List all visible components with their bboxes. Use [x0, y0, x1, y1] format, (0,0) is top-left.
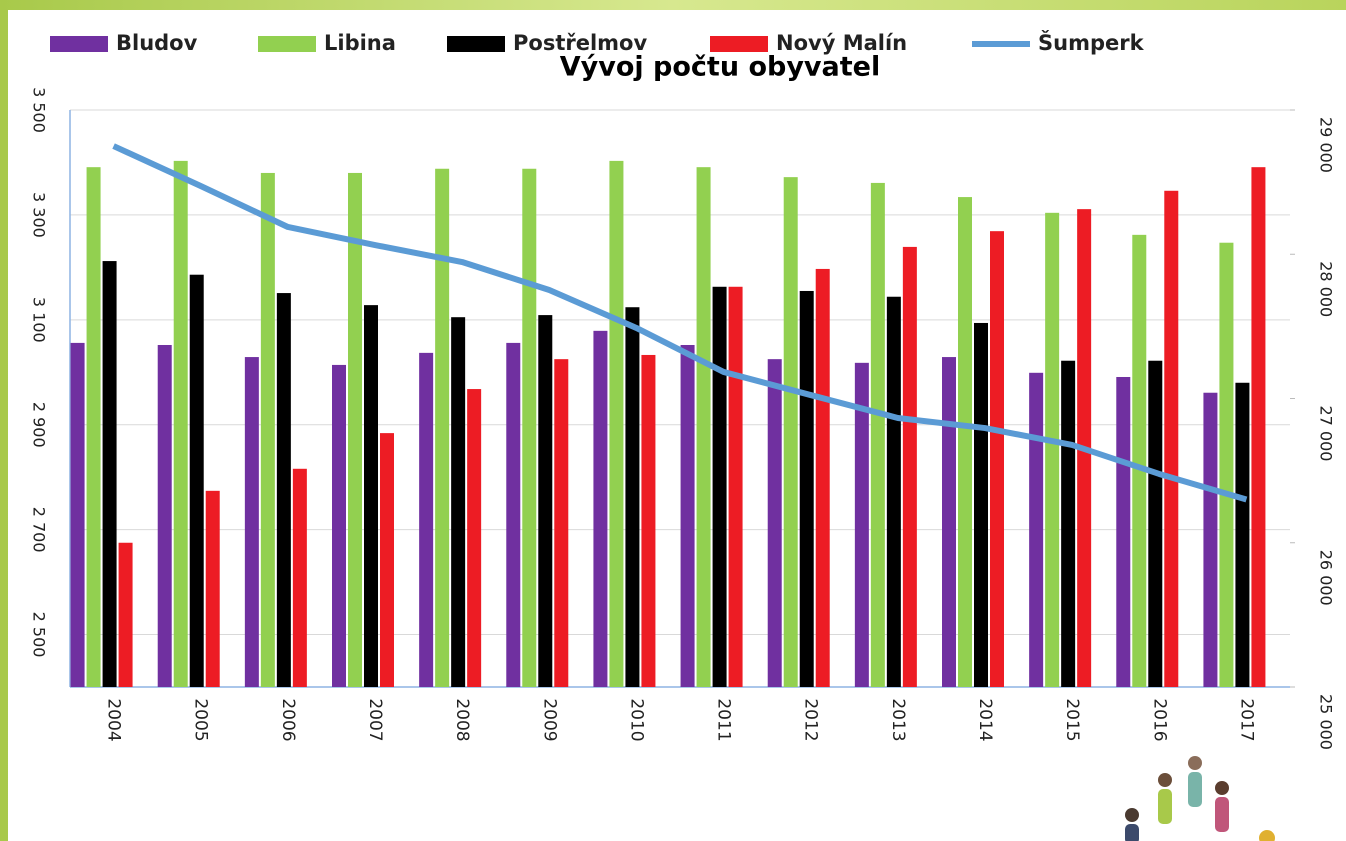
x-tick-label: 2017: [1236, 698, 1256, 741]
x-tick-label: 2009: [539, 698, 559, 741]
legend-label: Bludov: [116, 31, 198, 55]
bar: [71, 343, 85, 687]
y-tick-label: 2 500: [30, 612, 49, 658]
bar: [1045, 213, 1059, 687]
bar: [435, 169, 449, 687]
bar: [768, 359, 782, 687]
bar: [332, 365, 346, 687]
y-tick-label: 2 700: [30, 507, 49, 553]
legend-label: Postřelmov: [513, 31, 647, 55]
bar: [1235, 383, 1249, 687]
bar: [538, 315, 552, 687]
bar: [1203, 393, 1217, 687]
bar: [522, 169, 536, 687]
bar: [174, 161, 188, 687]
x-tick-label: 2005: [191, 698, 211, 741]
bar: [506, 343, 520, 687]
bar: [800, 291, 814, 687]
bar: [974, 323, 988, 687]
legend-swatch: [258, 36, 316, 52]
bar: [887, 297, 901, 687]
bar: [784, 177, 798, 687]
bar: [451, 317, 465, 687]
bar: [206, 491, 220, 687]
bar: [816, 269, 830, 687]
bar: [1219, 243, 1233, 687]
legend-swatch: [50, 36, 108, 52]
y-tick-label: 3 300: [30, 192, 49, 238]
bar: [1251, 167, 1265, 687]
bar: [1164, 191, 1178, 687]
x-tick-label: 2006: [278, 698, 298, 741]
bar: [1132, 235, 1146, 687]
legend-swatch: [710, 36, 768, 52]
y-tick-label: 3 500: [30, 87, 49, 133]
bar: [593, 331, 607, 687]
legend-swatch: [447, 36, 505, 52]
bar: [1061, 361, 1075, 687]
x-tick-label: 2011: [714, 698, 734, 741]
legend-label: Šumperk: [1038, 30, 1145, 55]
x-tick-label: 2004: [104, 698, 124, 741]
bar: [697, 167, 711, 687]
bar: [942, 357, 956, 687]
bar: [1029, 373, 1043, 687]
bar: [990, 231, 1004, 687]
bar: [103, 261, 117, 687]
y2-tick-label: 27 000: [1317, 406, 1336, 462]
bar: [1148, 361, 1162, 687]
bar: [419, 353, 433, 687]
bar: [158, 345, 172, 687]
bar: [958, 197, 972, 687]
bar: [245, 357, 259, 687]
x-tick-label: 2015: [1062, 698, 1082, 741]
bar: [467, 389, 481, 687]
x-tick-label: 2010: [626, 698, 646, 741]
bar: [681, 345, 695, 687]
bar: [277, 293, 291, 687]
bar: [87, 167, 101, 687]
bar: [903, 247, 917, 687]
y2-tick-label: 29 000: [1317, 117, 1336, 173]
chart-title: Vývoj počtu obyvatel: [560, 52, 880, 83]
bar: [625, 307, 639, 687]
x-tick-label: 2016: [1149, 698, 1169, 741]
bar: [190, 275, 204, 687]
bar: [713, 287, 727, 687]
x-tick-label: 2014: [975, 698, 995, 741]
bar: [641, 355, 655, 687]
bar: [364, 305, 378, 687]
y2-tick-label: 25 000: [1317, 694, 1336, 750]
bar: [871, 183, 885, 687]
bar: [554, 359, 568, 687]
bar: [261, 173, 275, 687]
bar: [348, 173, 362, 687]
bar: [1116, 377, 1130, 687]
y-tick-label: 3 100: [30, 297, 49, 343]
x-tick-label: 2007: [365, 698, 385, 741]
bar: [119, 543, 133, 687]
people-illustration: [1125, 756, 1275, 841]
bar: [729, 287, 743, 687]
legend-swatch: [972, 41, 1030, 47]
x-tick-label: 2013: [888, 698, 908, 741]
x-tick-label: 2008: [452, 698, 472, 741]
y2-tick-label: 26 000: [1317, 550, 1336, 606]
bar: [293, 469, 307, 687]
y-tick-label: 2 900: [30, 402, 49, 448]
bar: [380, 433, 394, 687]
legend-label: Nový Malín: [776, 31, 907, 55]
bar: [609, 161, 623, 687]
chart: Vývoj počtu obyvatel 2 500 2 700 2 900 3 10…: [0, 0, 1346, 841]
x-tick-label: 2012: [801, 698, 821, 741]
legend-label: Libina: [324, 31, 396, 55]
y2-tick-label: 28 000: [1317, 261, 1336, 317]
